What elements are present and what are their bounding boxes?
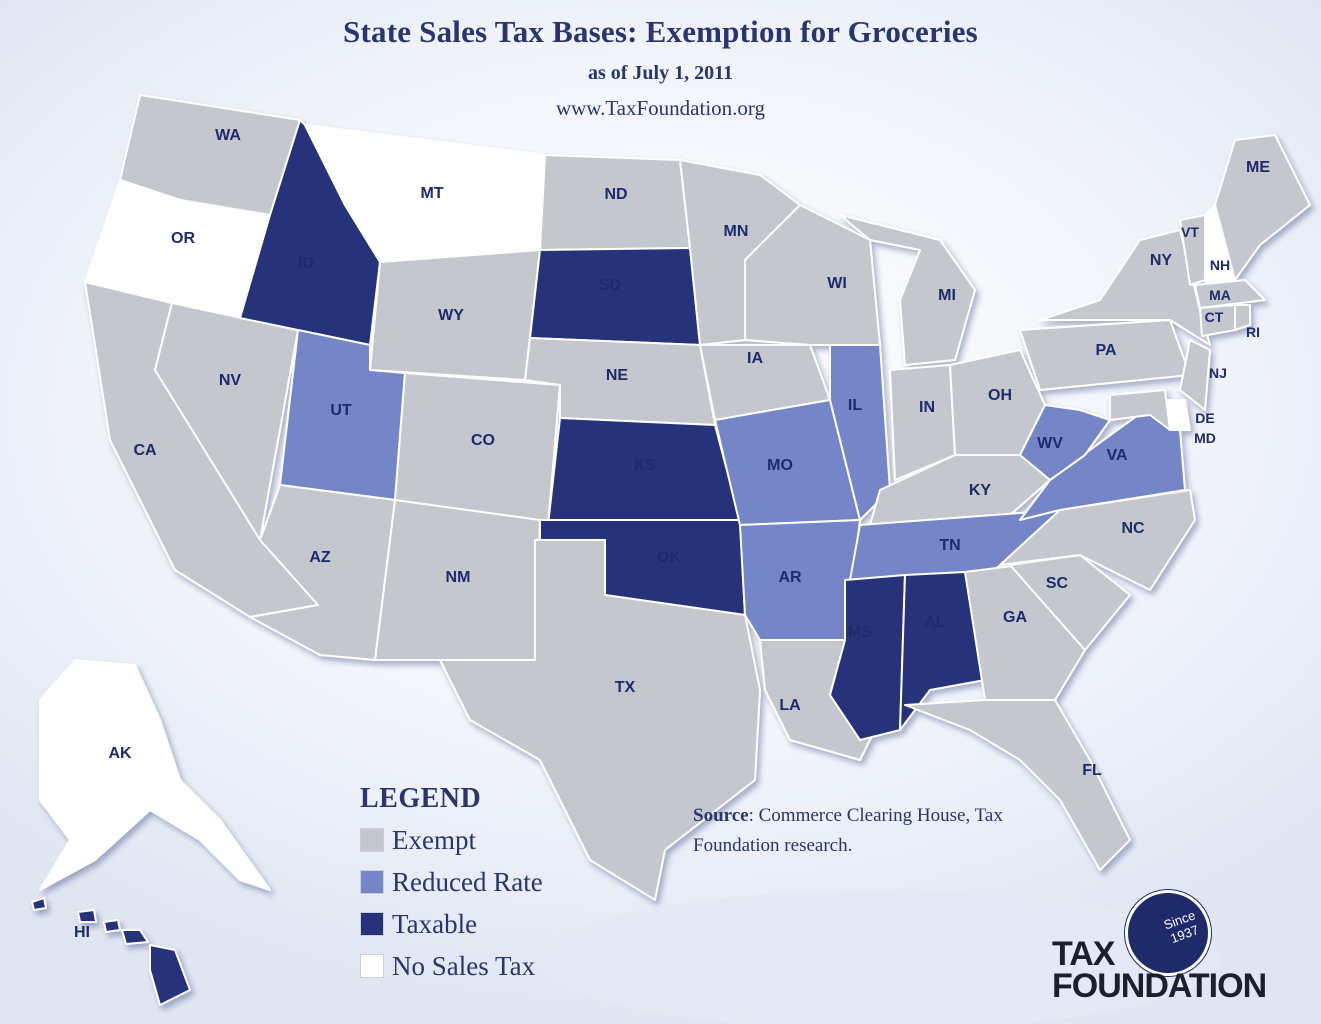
- state-label-NE: NE: [606, 367, 629, 384]
- state-TX[interactable]: [439, 539, 761, 901]
- state-label-VT: VT: [1181, 224, 1199, 240]
- state-label-ND: ND: [604, 186, 627, 203]
- state-ME[interactable]: [1214, 134, 1311, 281]
- logo-line-foundation: FOUNDATION: [1052, 967, 1267, 1005]
- state-label-MO: MO: [767, 457, 793, 474]
- state-label-SD: SD: [599, 277, 621, 294]
- source-text: : Commerce Clearing House, Tax Foundatio…: [693, 805, 1003, 856]
- state-label-NY: NY: [1150, 252, 1173, 269]
- state-FL[interactable]: [904, 699, 1131, 871]
- state-label-HI: HI: [74, 924, 90, 941]
- state-RI[interactable]: [1234, 304, 1251, 331]
- tax-foundation-logo: TAX FOUNDATION: [1052, 935, 1267, 1005]
- state-label-AL: AL: [924, 614, 946, 631]
- legend-swatch-taxable: [360, 912, 384, 936]
- state-label-IL: IL: [848, 397, 862, 414]
- state-MD[interactable]: [1109, 389, 1171, 431]
- state-label-IN: IN: [919, 399, 935, 416]
- state-NJ[interactable]: [1179, 339, 1211, 411]
- state-MI[interactable]: [839, 214, 976, 366]
- state-label-GA: GA: [1003, 609, 1027, 626]
- state-label-CA: CA: [133, 442, 157, 459]
- state-label-NM: NM: [446, 569, 471, 586]
- state-label-AR: AR: [778, 569, 802, 586]
- state-label-ME: ME: [1246, 159, 1270, 176]
- legend-label-no-sales-tax: No Sales Tax: [392, 950, 536, 981]
- state-label-MT: MT: [420, 185, 443, 202]
- legend-title: LEGEND: [360, 783, 482, 814]
- state-label-FL: FL: [1082, 762, 1102, 779]
- state-label-CT: CT: [1205, 309, 1224, 325]
- state-label-MA: MA: [1209, 287, 1231, 303]
- state-label-KY: KY: [969, 482, 992, 499]
- state-AK[interactable]: [39, 659, 271, 891]
- state-CO[interactable]: [394, 372, 561, 526]
- legend: LEGEND Exempt Reduced Rate Taxable No Sa…: [360, 783, 543, 987]
- state-VA[interactable]: [1019, 409, 1186, 521]
- state-label-WA: WA: [215, 127, 241, 144]
- state-AL[interactable]: [899, 571, 986, 731]
- state-label-AZ: AZ: [309, 549, 331, 566]
- legend-item-reduced: Reduced Rate: [360, 861, 543, 903]
- page-subtitle: as of July 1, 2011: [587, 62, 734, 84]
- state-label-OH: OH: [988, 387, 1012, 404]
- state-label-LA: LA: [779, 697, 801, 714]
- state-label-OK: OK: [657, 549, 681, 566]
- state-label-ID: ID: [298, 255, 314, 272]
- state-label-UT: UT: [330, 402, 352, 419]
- state-label-KS: KS: [634, 457, 657, 474]
- state-label-TX: TX: [615, 679, 636, 696]
- legend-swatch-exempt: [360, 828, 384, 852]
- state-label-MS: MS: [848, 624, 872, 641]
- state-label-RI: RI: [1246, 324, 1260, 340]
- state-label-MD: MD: [1194, 430, 1216, 446]
- state-label-NJ: NJ: [1209, 365, 1227, 381]
- state-label-VA: VA: [1106, 447, 1127, 464]
- state-label-NH: NH: [1210, 257, 1230, 273]
- state-label-TN: TN: [939, 537, 960, 554]
- legend-label-exempt: Exempt: [392, 824, 476, 855]
- state-label-WY: WY: [438, 307, 464, 324]
- state-label-AK: AK: [108, 745, 132, 762]
- state-label-WI: WI: [827, 275, 847, 292]
- legend-item-no-sales-tax: No Sales Tax: [360, 945, 543, 987]
- state-HI[interactable]: [31, 897, 191, 1006]
- website-link[interactable]: www.TaxFoundation.org: [555, 96, 766, 120]
- state-label-NC: NC: [1121, 520, 1145, 537]
- state-label-SC: SC: [1046, 575, 1069, 592]
- source-note: Source: Commerce Clearing House, Tax Fou…: [693, 801, 1093, 861]
- legend-label-taxable: Taxable: [392, 908, 478, 939]
- legend-swatch-no-sales-tax: [360, 954, 384, 978]
- state-label-WV: WV: [1037, 435, 1063, 452]
- state-MA[interactable]: [1194, 279, 1266, 309]
- legend-item-exempt: Exempt: [360, 819, 543, 861]
- state-SD[interactable]: [529, 247, 701, 346]
- state-label-MI: MI: [938, 287, 956, 304]
- legend-label-reduced: Reduced Rate: [392, 866, 543, 897]
- legend-swatch-reduced: [360, 870, 384, 894]
- page-title: State Sales Tax Bases: Exemption for Gro…: [343, 14, 978, 49]
- state-label-MN: MN: [724, 223, 749, 240]
- logo-line-tax: TAX: [1052, 935, 1115, 973]
- ocean-wash: [540, 890, 1220, 1024]
- state-label-DE: DE: [1195, 410, 1214, 426]
- state-label-CO: CO: [471, 432, 495, 449]
- source-label: Source: [693, 805, 749, 826]
- state-label-IA: IA: [747, 350, 763, 367]
- state-label-PA: PA: [1095, 342, 1116, 359]
- capitol-seal-icon: [1125, 890, 1211, 976]
- state-label-OR: OR: [171, 230, 195, 247]
- state-label-NV: NV: [219, 372, 242, 389]
- legend-item-taxable: Taxable: [360, 903, 543, 945]
